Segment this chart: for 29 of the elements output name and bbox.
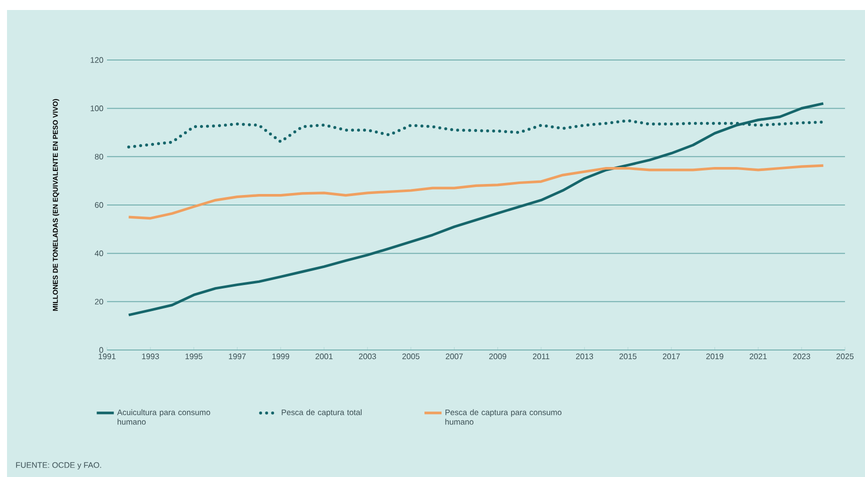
x-tick-label: 1995 bbox=[186, 354, 202, 360]
source-note: FUENTE: OCDE y FAO. bbox=[16, 462, 102, 470]
y-tick-label: 40 bbox=[94, 250, 104, 256]
x-tick-label: 2003 bbox=[358, 354, 376, 360]
x-tick-label: 1993 bbox=[142, 354, 159, 360]
x-tick-label: 2011 bbox=[532, 354, 550, 360]
y-tick-label: 80 bbox=[94, 154, 104, 160]
y-tick-label: 60 bbox=[94, 202, 104, 208]
x-tick-label: 2015 bbox=[619, 354, 636, 360]
y-tick-label: 120 bbox=[90, 57, 104, 63]
x-tick-label: 2025 bbox=[836, 354, 854, 360]
x-tick-label: 2007 bbox=[446, 354, 463, 360]
legend-label: Pesca de captura total bbox=[282, 409, 362, 417]
legend-label: Pesca de captura para consumo humano bbox=[445, 409, 562, 425]
x-tick-label: 2013 bbox=[576, 354, 594, 360]
y-tick-label: 20 bbox=[94, 298, 104, 304]
x-tick-label: 1991 bbox=[98, 354, 116, 360]
x-tick-label: 2017 bbox=[662, 354, 680, 360]
legend-label: Acuicultura para consumo humano bbox=[117, 409, 210, 425]
x-tick-label: 2023 bbox=[793, 354, 810, 360]
y-tick-label: 100 bbox=[90, 106, 104, 112]
x-tick-label: 2019 bbox=[706, 354, 724, 360]
x-tick-label: 2021 bbox=[750, 354, 767, 360]
x-tick-label: 1999 bbox=[272, 354, 290, 360]
x-tick-label: 1997 bbox=[228, 354, 246, 360]
x-tick-label: 2009 bbox=[489, 354, 506, 360]
x-tick-label: 2005 bbox=[402, 354, 420, 360]
y-tick-label: 0 bbox=[99, 347, 104, 353]
x-tick-label: 2001 bbox=[316, 354, 333, 360]
